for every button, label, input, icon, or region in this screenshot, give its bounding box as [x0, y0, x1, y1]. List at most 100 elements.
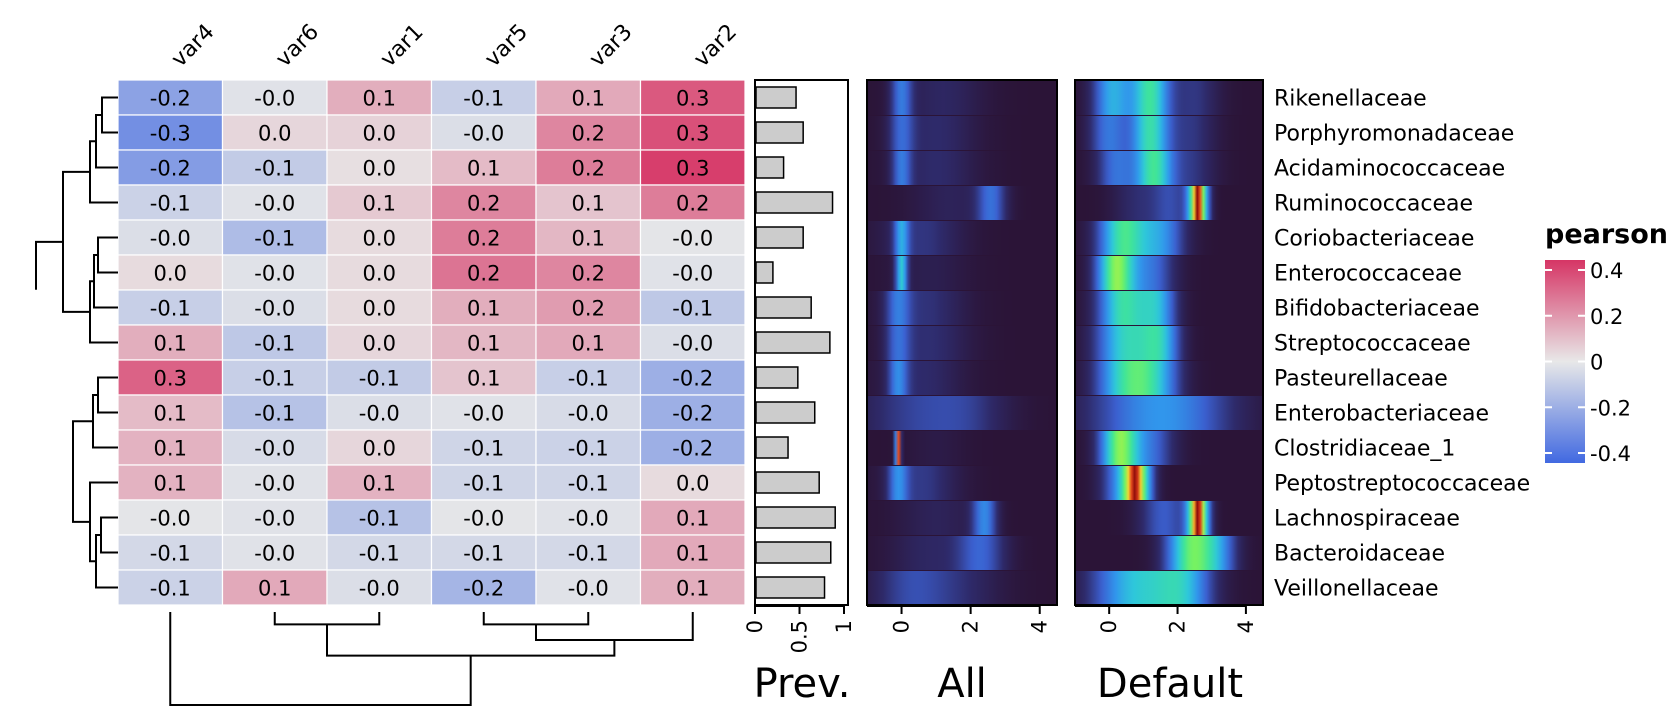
- cell-value-label: 0.1: [363, 472, 396, 496]
- heatmap-cell: [430, 429, 537, 466]
- row-label: Lachnospiraceae: [1274, 507, 1460, 532]
- cell-value-label: -0.1: [150, 297, 191, 321]
- cell-value-label: -0.0: [463, 507, 504, 531]
- cell-value-label: 0.1: [676, 507, 709, 531]
- cell-value-label: -0.0: [568, 577, 609, 601]
- prevalence-title: Prev.: [754, 661, 851, 707]
- density-ridge: [1075, 116, 1263, 150]
- cell-value-label: 0.2: [467, 227, 500, 251]
- cell-value-label: -0.0: [254, 192, 295, 216]
- cell-value-label: -0.2: [672, 367, 713, 391]
- legend-tick-label: 0.4: [1590, 259, 1623, 283]
- cell-value-label: -0.1: [254, 367, 295, 391]
- column-labels: var4 var6 var1 var5 var3 var2: [167, 20, 742, 73]
- heatmap-cell: [639, 289, 746, 326]
- cell-value-label: -0.1: [568, 437, 609, 461]
- cell-value-label: -0.0: [254, 437, 295, 461]
- density-ridge: [867, 571, 1057, 605]
- density-ridge: [1075, 431, 1263, 465]
- pearson-legend: pearson 0.4 0.2 0 -0.2 -0.4: [1545, 219, 1668, 466]
- row-label: Clostridiaceae_1: [1274, 437, 1455, 462]
- heatmap-cell: [535, 569, 642, 606]
- cell-value-label: -0.1: [568, 472, 609, 496]
- cell-value-label: 0.1: [572, 87, 605, 111]
- cell-value-label: -0.1: [150, 577, 191, 601]
- cell-value-label: 0.1: [154, 437, 187, 461]
- density-ridge: [1075, 571, 1263, 605]
- heatmap-cell: [221, 184, 328, 221]
- prevalence-panel: 0 0.5 1: [743, 79, 856, 653]
- cell-value-label: -0.1: [568, 367, 609, 391]
- cell-value-label: -0.0: [150, 227, 191, 251]
- cell-value-label: 0.1: [676, 577, 709, 601]
- heatmap-cell: [326, 324, 433, 361]
- row-label: Enterococcaceae: [1274, 262, 1462, 287]
- cell-value-label: 0.1: [572, 192, 605, 216]
- prevalence-bar: [755, 541, 832, 564]
- heatmap-cell: [326, 499, 433, 536]
- row-dendrogram-branch: [92, 394, 118, 449]
- cell-value-label: 0.3: [676, 87, 709, 111]
- cell-value-label: 0.2: [467, 262, 500, 286]
- cell-value-label: -0.0: [254, 472, 295, 496]
- cell-value-label: 0.1: [572, 227, 605, 251]
- heatmap-cell: [639, 219, 746, 256]
- heatmap-cell: [117, 79, 224, 116]
- cell-value-label: 0.0: [363, 332, 396, 356]
- cell-value-label: 0.0: [154, 262, 187, 286]
- cell-value-label: 0.1: [572, 332, 605, 356]
- heatmap-cell: [535, 394, 642, 431]
- heatmap-grid: -0.2 -0.0 0.1 -0.1 0.1 0.3 -0.3 0.0 0.0 -0.0 0.2 0.…: [117, 79, 746, 606]
- row-label: Bifidobacteriaceae: [1274, 297, 1479, 322]
- column-label: var1: [376, 20, 429, 73]
- density-tick-label: 2: [1166, 620, 1190, 633]
- cell-value-label: -0.0: [568, 402, 609, 426]
- density-ridge: [867, 466, 1057, 500]
- cell-value-label: -0.0: [254, 87, 295, 111]
- prevalence-bar: [755, 366, 799, 389]
- heatmap-cell: [221, 464, 328, 501]
- heatmap-cell: [639, 499, 746, 536]
- row-label: Streptococcaceae: [1274, 332, 1471, 357]
- cell-value-label: -0.0: [150, 507, 191, 531]
- heatmap-cell: [326, 534, 433, 571]
- heatmap-cell: [326, 219, 433, 256]
- density-tick-label: 4: [1028, 620, 1052, 633]
- row-dendrogram-branch: [62, 170, 90, 313]
- heatmap-cell: [535, 219, 642, 256]
- density-ridge: [867, 431, 1057, 465]
- row-dendrogram-branch: [35, 240, 63, 290]
- cell-value-label: -0.3: [150, 122, 191, 146]
- cell-value-label: 0.1: [467, 297, 500, 321]
- density-ridge: [867, 536, 1057, 570]
- prevalence-tick-label: 0: [743, 620, 767, 633]
- cell-value-label: -0.0: [254, 262, 295, 286]
- cell-value-label: -0.1: [463, 87, 504, 111]
- row-dendrogram-branch: [101, 96, 118, 134]
- cell-value-label: -0.0: [463, 122, 504, 146]
- heatmap-cell: [639, 464, 746, 501]
- heatmap-cell: [639, 569, 746, 606]
- cell-value-label: -0.0: [254, 542, 295, 566]
- cell-value-label: -0.0: [672, 262, 713, 286]
- cell-value-label: -0.1: [359, 367, 400, 391]
- row-label: Veillonellaceae: [1274, 577, 1439, 602]
- cell-value-label: 0.2: [572, 262, 605, 286]
- cell-value-label: -0.2: [463, 577, 504, 601]
- density-ridge: [1075, 81, 1263, 115]
- row-label: Acidaminococcaceae: [1274, 157, 1505, 182]
- column-label: var5: [480, 20, 533, 73]
- density-ridge: [1075, 536, 1263, 570]
- density-ridge: [867, 256, 1057, 290]
- cell-value-label: 0.0: [363, 157, 396, 181]
- density-ridge: [867, 151, 1057, 185]
- cell-value-label: 0.0: [676, 472, 709, 496]
- column-label: var6: [271, 20, 324, 73]
- density-ridge: [1075, 221, 1263, 255]
- row-label: Pasteurellaceae: [1274, 367, 1448, 392]
- cell-value-label: 0.3: [154, 367, 187, 391]
- prevalence-tick-label: 0.5: [788, 620, 812, 653]
- legend-tick-label: 0: [1590, 351, 1603, 375]
- heatmap-cell: [117, 394, 224, 431]
